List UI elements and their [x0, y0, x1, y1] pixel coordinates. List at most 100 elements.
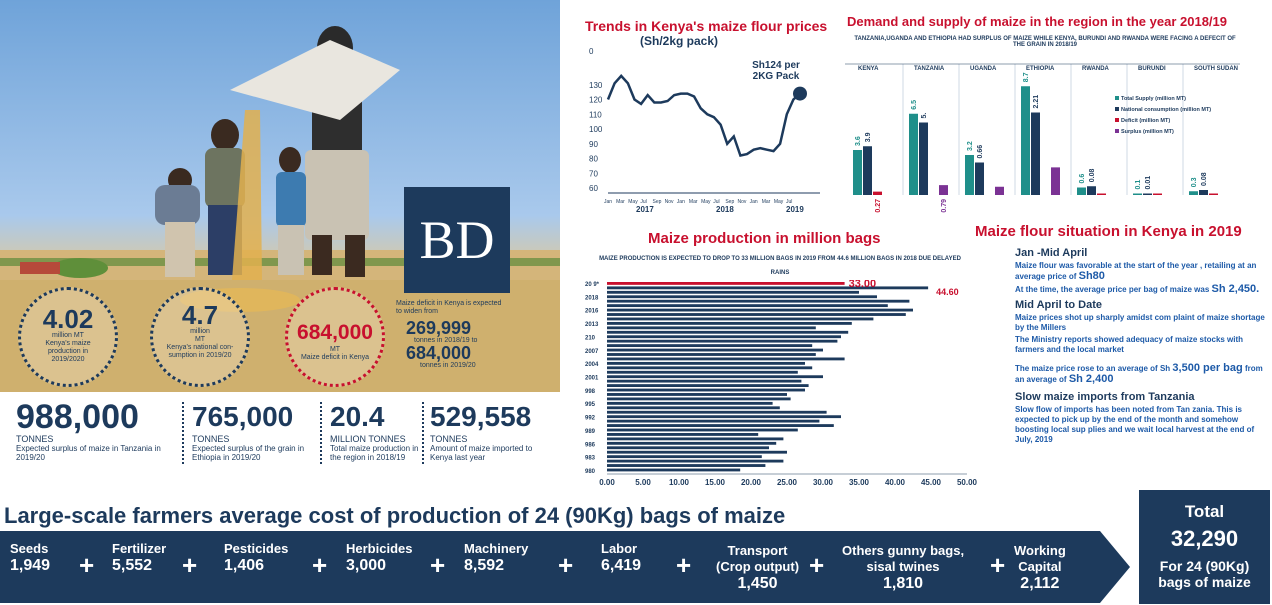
stat-unit: TONNES	[192, 434, 230, 444]
y-tick-label: 2018	[585, 295, 599, 301]
production-bar-chart: 33.00 44.60 20 9* 2018 2016 2013 210 2007 2004 20…	[585, 280, 978, 487]
y-tick-label: 130	[589, 81, 603, 90]
legend-swatch	[1115, 107, 1119, 111]
cost-item: Seeds 1,949	[10, 541, 50, 575]
total-desc-2: bags of maize	[1158, 574, 1251, 590]
bar-surplus	[1051, 167, 1060, 195]
x-month-label: May	[628, 199, 638, 205]
stat-value: 988,000	[16, 398, 139, 436]
cost-label-2: Capital	[1018, 559, 1062, 574]
bar-data-label: 0.01	[1145, 176, 1152, 190]
production-bar	[607, 286, 929, 290]
cost-value: 8,592	[464, 557, 505, 574]
production-bar	[607, 313, 906, 316]
cost-item: Fertilizer 5,552	[112, 541, 166, 575]
x-month-label: Mar	[616, 199, 625, 205]
y-tick-label: 20 9*	[585, 282, 600, 288]
bar-data-label: 0.08	[1201, 172, 1208, 186]
situation-para-5: The maize price rose to an average of Sh…	[1015, 362, 1263, 385]
production-bar	[607, 317, 874, 321]
cost-value: 1,810	[883, 575, 924, 592]
bar-data-label: 0.1	[1135, 180, 1142, 190]
deficit-to-value: 684,000	[406, 343, 472, 363]
situation-para-1: Maize flour was favorable at the start o…	[1015, 261, 1257, 282]
production-bar	[607, 455, 762, 459]
production-bar	[607, 459, 784, 463]
cost-value: 1,406	[224, 557, 265, 574]
situation-heading-3: Slow maize imports from Tanzania	[1015, 391, 1195, 403]
bar-data-label: 6.5	[911, 100, 918, 110]
plus-sign: +	[558, 550, 574, 580]
cost-label: Working	[1014, 543, 1066, 558]
costs-title: Large-scale farmers average cost of prod…	[4, 503, 786, 528]
price-highlight: 3,500 per bag	[1172, 362, 1243, 374]
cost-label: Pesticides	[224, 541, 289, 556]
production-bar	[607, 384, 809, 388]
plus-sign: +	[79, 550, 95, 580]
production-bar	[607, 428, 798, 432]
bar-deficit	[1209, 193, 1218, 195]
stat-desc: Total maize production in the region in …	[330, 444, 419, 462]
bar-surplus	[995, 186, 1004, 195]
stat-desc: Expected surplus of the grain in Ethiopi…	[192, 444, 305, 462]
y-tick-label: 70	[589, 169, 598, 178]
plus-sign: +	[312, 550, 328, 580]
situation-para-2: At the time, the average price per bag o…	[1015, 283, 1260, 295]
stat-circle-deficit: 684,000 MT Maize deficit in Kenya	[285, 287, 385, 387]
plus-sign: +	[676, 550, 692, 580]
divider	[182, 402, 184, 464]
bar-total	[1133, 193, 1142, 195]
production-bar	[607, 335, 841, 339]
stat-ethiopia-surplus: 765,000 TONNES Expected surplus of the g…	[192, 400, 317, 462]
bar-national	[1031, 112, 1040, 195]
cost-label: Fertilizer	[112, 541, 167, 556]
production-bar	[607, 437, 784, 441]
y-tick-label: 0	[589, 47, 594, 56]
deficit-to-note: tonnes in 2019/20	[420, 362, 476, 369]
prices-chart-subtitle: (Sh/2kg pack)	[640, 34, 719, 48]
stat-value: 20.4	[330, 401, 385, 432]
deficit-note: Maize deficit in Kenya is expected to wi…	[396, 300, 502, 315]
stat-desc: Expected surplus of maize in Tanzania in…	[16, 444, 161, 462]
production-bar	[607, 353, 816, 356]
consumption-unit: million	[190, 328, 210, 335]
x-month-label: Jul	[786, 199, 792, 205]
category-label: TANZANIA	[914, 66, 945, 72]
x-tick-label: 50.00	[957, 478, 978, 487]
bar-total	[853, 150, 862, 195]
cost-label-2: sisal twines	[866, 559, 940, 574]
bar-national	[1199, 190, 1208, 195]
production-bar	[607, 388, 805, 392]
cost-item: Machinery 8,592	[464, 541, 528, 575]
production-bar	[607, 326, 816, 330]
production-chart-subtitle: MAIZE PRODUCTION IS EXPECTED TO DROP TO …	[599, 256, 961, 276]
x-month-label: Jan	[604, 199, 612, 205]
x-tick-label: 30.00	[813, 478, 834, 487]
production-bar	[607, 339, 838, 343]
stat-unit: TONNES	[16, 434, 54, 444]
prices-chart-title: Trends in Kenya's maize flour prices	[585, 18, 828, 34]
deficit-desc: Maize deficit in Kenya	[300, 354, 370, 361]
situation-para-3: Maize prices shot up sharply amidst com …	[1015, 313, 1265, 332]
y-tick-label: 992	[585, 416, 596, 422]
production-desc-2: production in	[47, 348, 89, 355]
y-tick-label: 998	[585, 389, 596, 395]
bar-total	[1077, 187, 1086, 195]
total-label: Total	[1184, 502, 1225, 521]
bar-data-label: 3.6	[855, 136, 862, 146]
x-tick-label: 0.00	[599, 478, 615, 487]
y-tick-label: 60	[589, 184, 598, 193]
x-month-label: Nov	[737, 199, 746, 205]
production-bar	[607, 446, 769, 450]
production-bar	[607, 366, 813, 370]
production-desc-3: 2019/2020	[51, 356, 85, 363]
production-bar	[607, 393, 787, 396]
stat-tanzania-surplus: 988,000 TONNES Expected surplus of maize…	[16, 400, 181, 462]
deficit-unit: MT	[329, 346, 341, 353]
plus-sign: +	[990, 550, 1006, 580]
plus-sign: +	[809, 550, 825, 580]
bar-data-label: 5.	[921, 113, 928, 119]
price-series-line	[606, 74, 801, 157]
production-bar	[607, 299, 910, 303]
bar-surplus	[939, 185, 948, 195]
